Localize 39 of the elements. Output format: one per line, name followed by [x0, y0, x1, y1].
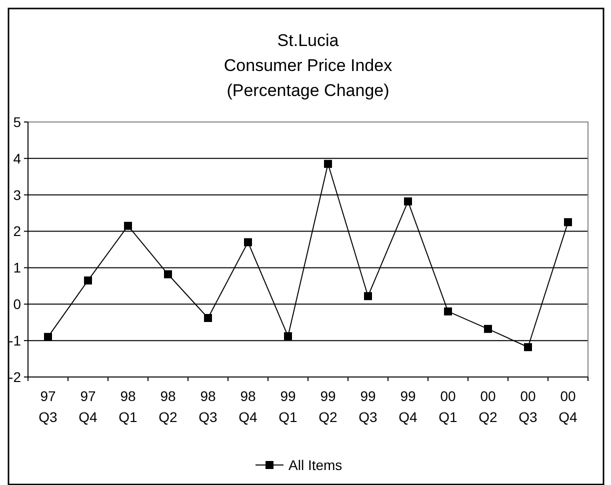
x-tick-label: 00 Q4: [558, 388, 578, 425]
x-tick-label: 00 Q1: [438, 388, 458, 425]
point: [564, 218, 572, 226]
point: [84, 276, 92, 284]
point: [324, 160, 332, 168]
point: [124, 222, 132, 230]
point: [244, 238, 252, 246]
chart-title: St.Lucia: [277, 31, 340, 50]
legend-label: All Items: [288, 456, 342, 473]
point: [44, 332, 52, 341]
y-tick-label: 4: [13, 150, 22, 166]
x-tick-label: 98 Q2: [158, 388, 178, 425]
point: [404, 197, 412, 206]
x-tick-label: 99 Q2: [318, 388, 338, 425]
y-tick-label: 5: [13, 114, 22, 130]
x-tick-label: 97 Q4: [78, 388, 98, 425]
x-tick-label: 99 Q1: [278, 388, 298, 425]
point: [364, 292, 372, 300]
x-tick-label: 99 Q3: [358, 388, 378, 425]
y-tick-label: -2: [8, 368, 22, 385]
point: [204, 314, 212, 322]
point: [484, 324, 492, 333]
y-tick-label: 3: [13, 186, 22, 203]
x-tick-label: 00 Q3: [518, 388, 538, 425]
y-tick-label: 2: [13, 223, 22, 240]
point: [284, 332, 292, 340]
y-tick-label: 1: [13, 260, 22, 276]
point: [164, 270, 172, 278]
point: [524, 343, 532, 352]
x-tick-label: 98 Q1: [118, 388, 138, 425]
y-tick-label: 0: [13, 296, 22, 312]
y-tick-label: -1: [8, 332, 22, 348]
x-tick-label: 98 Q4: [238, 388, 258, 425]
x-tick-label: 97 Q3: [38, 388, 58, 425]
chart-subtitle: Consumer Price Index (Percentage Change): [224, 56, 393, 100]
x-tick-label: 98 Q3: [198, 388, 218, 425]
x-tick-label: 00 Q2: [478, 388, 498, 425]
x-tick-label: 99 Q4: [398, 388, 418, 425]
point: [444, 307, 452, 316]
